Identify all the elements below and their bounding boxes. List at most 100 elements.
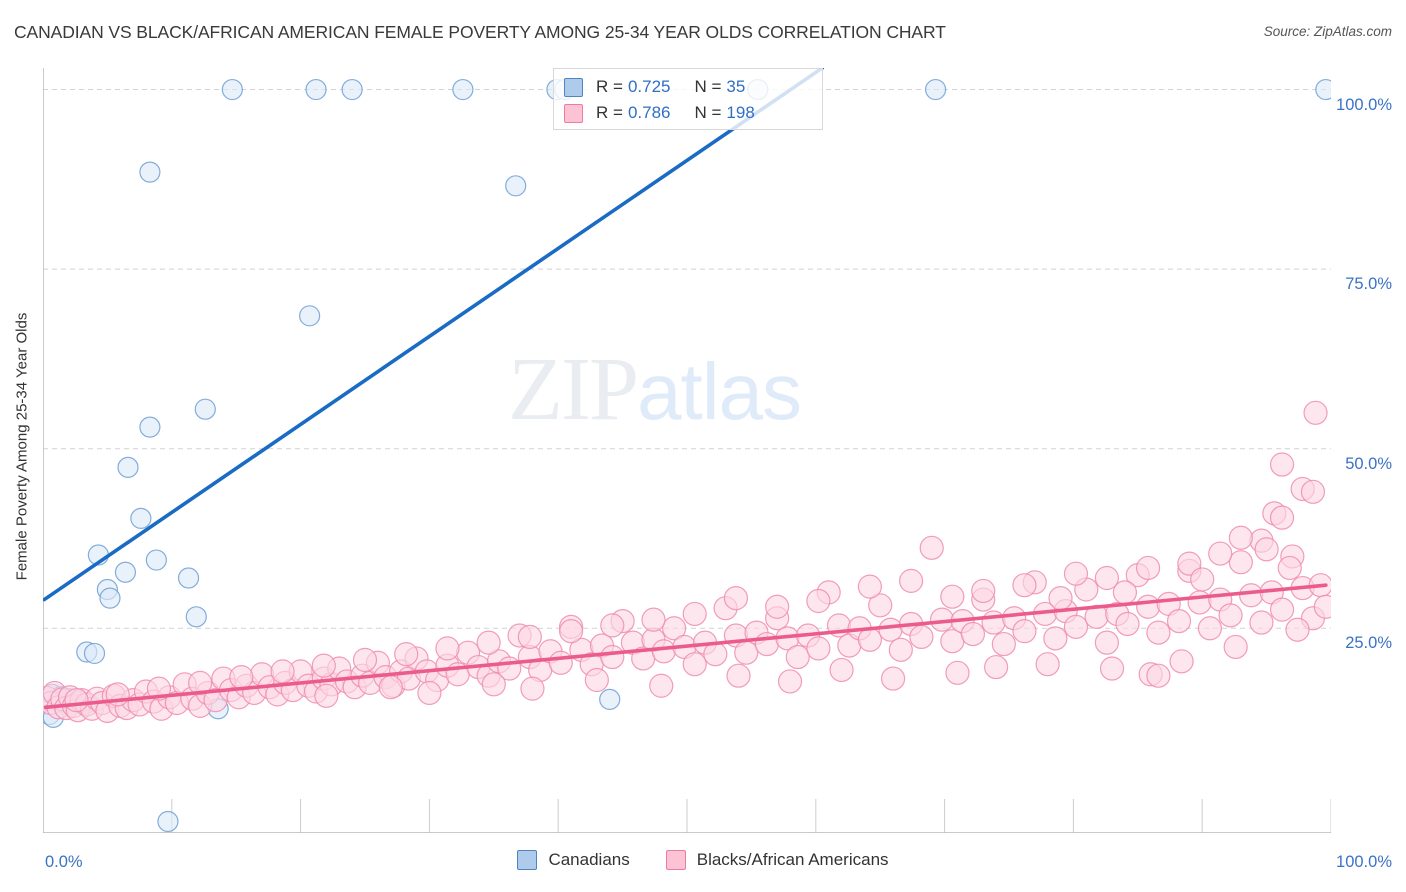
data-point[interactable] [1315,78,1331,101]
data-point[interactable] [417,680,442,706]
data-point[interactable] [1190,567,1215,592]
data-point[interactable] [1094,565,1119,591]
data-point[interactable] [1166,608,1192,634]
data-point[interactable] [899,568,924,593]
data-point[interactable] [481,672,506,697]
data-point[interactable] [1012,573,1037,598]
data-point[interactable] [311,653,336,678]
data-point[interactable] [520,676,545,701]
data-point[interactable] [314,683,339,708]
data-point[interactable] [1313,594,1331,619]
data-point[interactable] [177,567,200,589]
data-point[interactable] [1249,610,1274,635]
data-point[interactable] [880,666,906,691]
data-point[interactable] [651,639,676,664]
data-point[interactable] [435,636,460,661]
data-point[interactable] [517,624,542,650]
data-point[interactable] [1169,649,1194,674]
data-point[interactable] [1115,611,1140,637]
data-point[interactable] [378,675,403,700]
data-point[interactable] [1063,561,1089,586]
data-point[interactable] [1285,617,1310,642]
data-point[interactable] [1043,626,1068,651]
data-point[interactable] [1094,630,1119,655]
data-point[interactable] [229,665,254,690]
data-point[interactable] [1223,634,1248,660]
legend-item-blacks-african-americans[interactable]: Blacks/African Americans [665,850,889,870]
data-point[interactable] [1300,479,1326,504]
data-point[interactable] [1035,652,1060,677]
data-point[interactable] [924,78,947,101]
data-point[interactable] [649,673,674,698]
data-point[interactable] [117,456,139,478]
data-point[interactable] [940,584,965,609]
data-point[interactable] [919,535,944,560]
data-point[interactable] [1012,619,1037,644]
data-point[interactable] [1187,590,1212,615]
data-point[interactable] [352,647,378,672]
data-point[interactable] [806,588,831,614]
data-point[interactable] [558,619,584,644]
data-point[interactable] [157,810,179,833]
data-point[interactable] [139,416,161,438]
data-point[interactable] [1303,400,1328,425]
data-point[interactable] [984,654,1009,680]
data-point[interactable] [299,305,321,327]
data-point[interactable] [1239,583,1264,608]
data-point[interactable] [1197,616,1223,641]
data-point[interactable] [584,667,609,693]
data-point[interactable] [829,657,854,683]
data-point[interactable] [1269,597,1295,622]
data-point[interactable] [765,594,790,619]
data-point[interactable] [145,549,167,571]
data-point[interactable] [945,660,970,685]
data-point[interactable] [1269,505,1295,530]
data-point[interactable] [1099,656,1125,681]
data-point[interactable] [1228,525,1253,550]
data-point[interactable] [548,650,573,675]
data-point[interactable] [221,78,243,101]
legend-item-canadians[interactable]: Canadians [517,850,630,870]
data-point[interactable] [600,613,625,638]
data-point[interactable] [723,586,749,611]
data-point[interactable] [1146,620,1171,645]
data-point[interactable] [857,574,882,599]
data-point[interactable] [505,175,527,197]
data-point[interactable] [599,688,621,710]
data-point[interactable] [703,642,728,667]
data-point[interactable] [991,631,1016,657]
data-point[interactable] [1048,586,1073,611]
data-point[interactable] [734,640,759,665]
data-point[interactable] [64,688,89,713]
data-point[interactable] [682,652,707,677]
data-point[interactable] [857,627,882,652]
data-point[interactable] [83,642,106,665]
data-point[interactable] [1146,663,1171,688]
data-point[interactable] [940,629,965,654]
data-point[interactable] [270,659,295,684]
data-point[interactable] [1112,580,1138,605]
data-point[interactable] [194,398,216,420]
data-point[interactable] [341,78,363,101]
data-point[interactable] [1208,541,1233,566]
data-point[interactable] [600,644,625,670]
data-point[interactable] [682,601,707,627]
data-point[interactable] [305,78,327,101]
data-point[interactable] [139,161,161,183]
data-point[interactable] [641,607,666,632]
data-point[interactable] [452,78,474,101]
data-point[interactable] [99,587,121,609]
data-point[interactable] [878,617,903,642]
data-point[interactable] [394,642,419,667]
data-point[interactable] [726,663,751,688]
data-point[interactable] [777,669,803,694]
data-point[interactable] [1228,550,1253,575]
data-point[interactable] [130,507,152,529]
data-point[interactable] [662,616,687,641]
data-point[interactable] [785,644,810,670]
data-point[interactable] [188,670,213,695]
data-point[interactable] [806,636,831,661]
data-point[interactable] [960,621,986,647]
data-point[interactable] [476,630,501,655]
data-point[interactable] [185,606,207,628]
